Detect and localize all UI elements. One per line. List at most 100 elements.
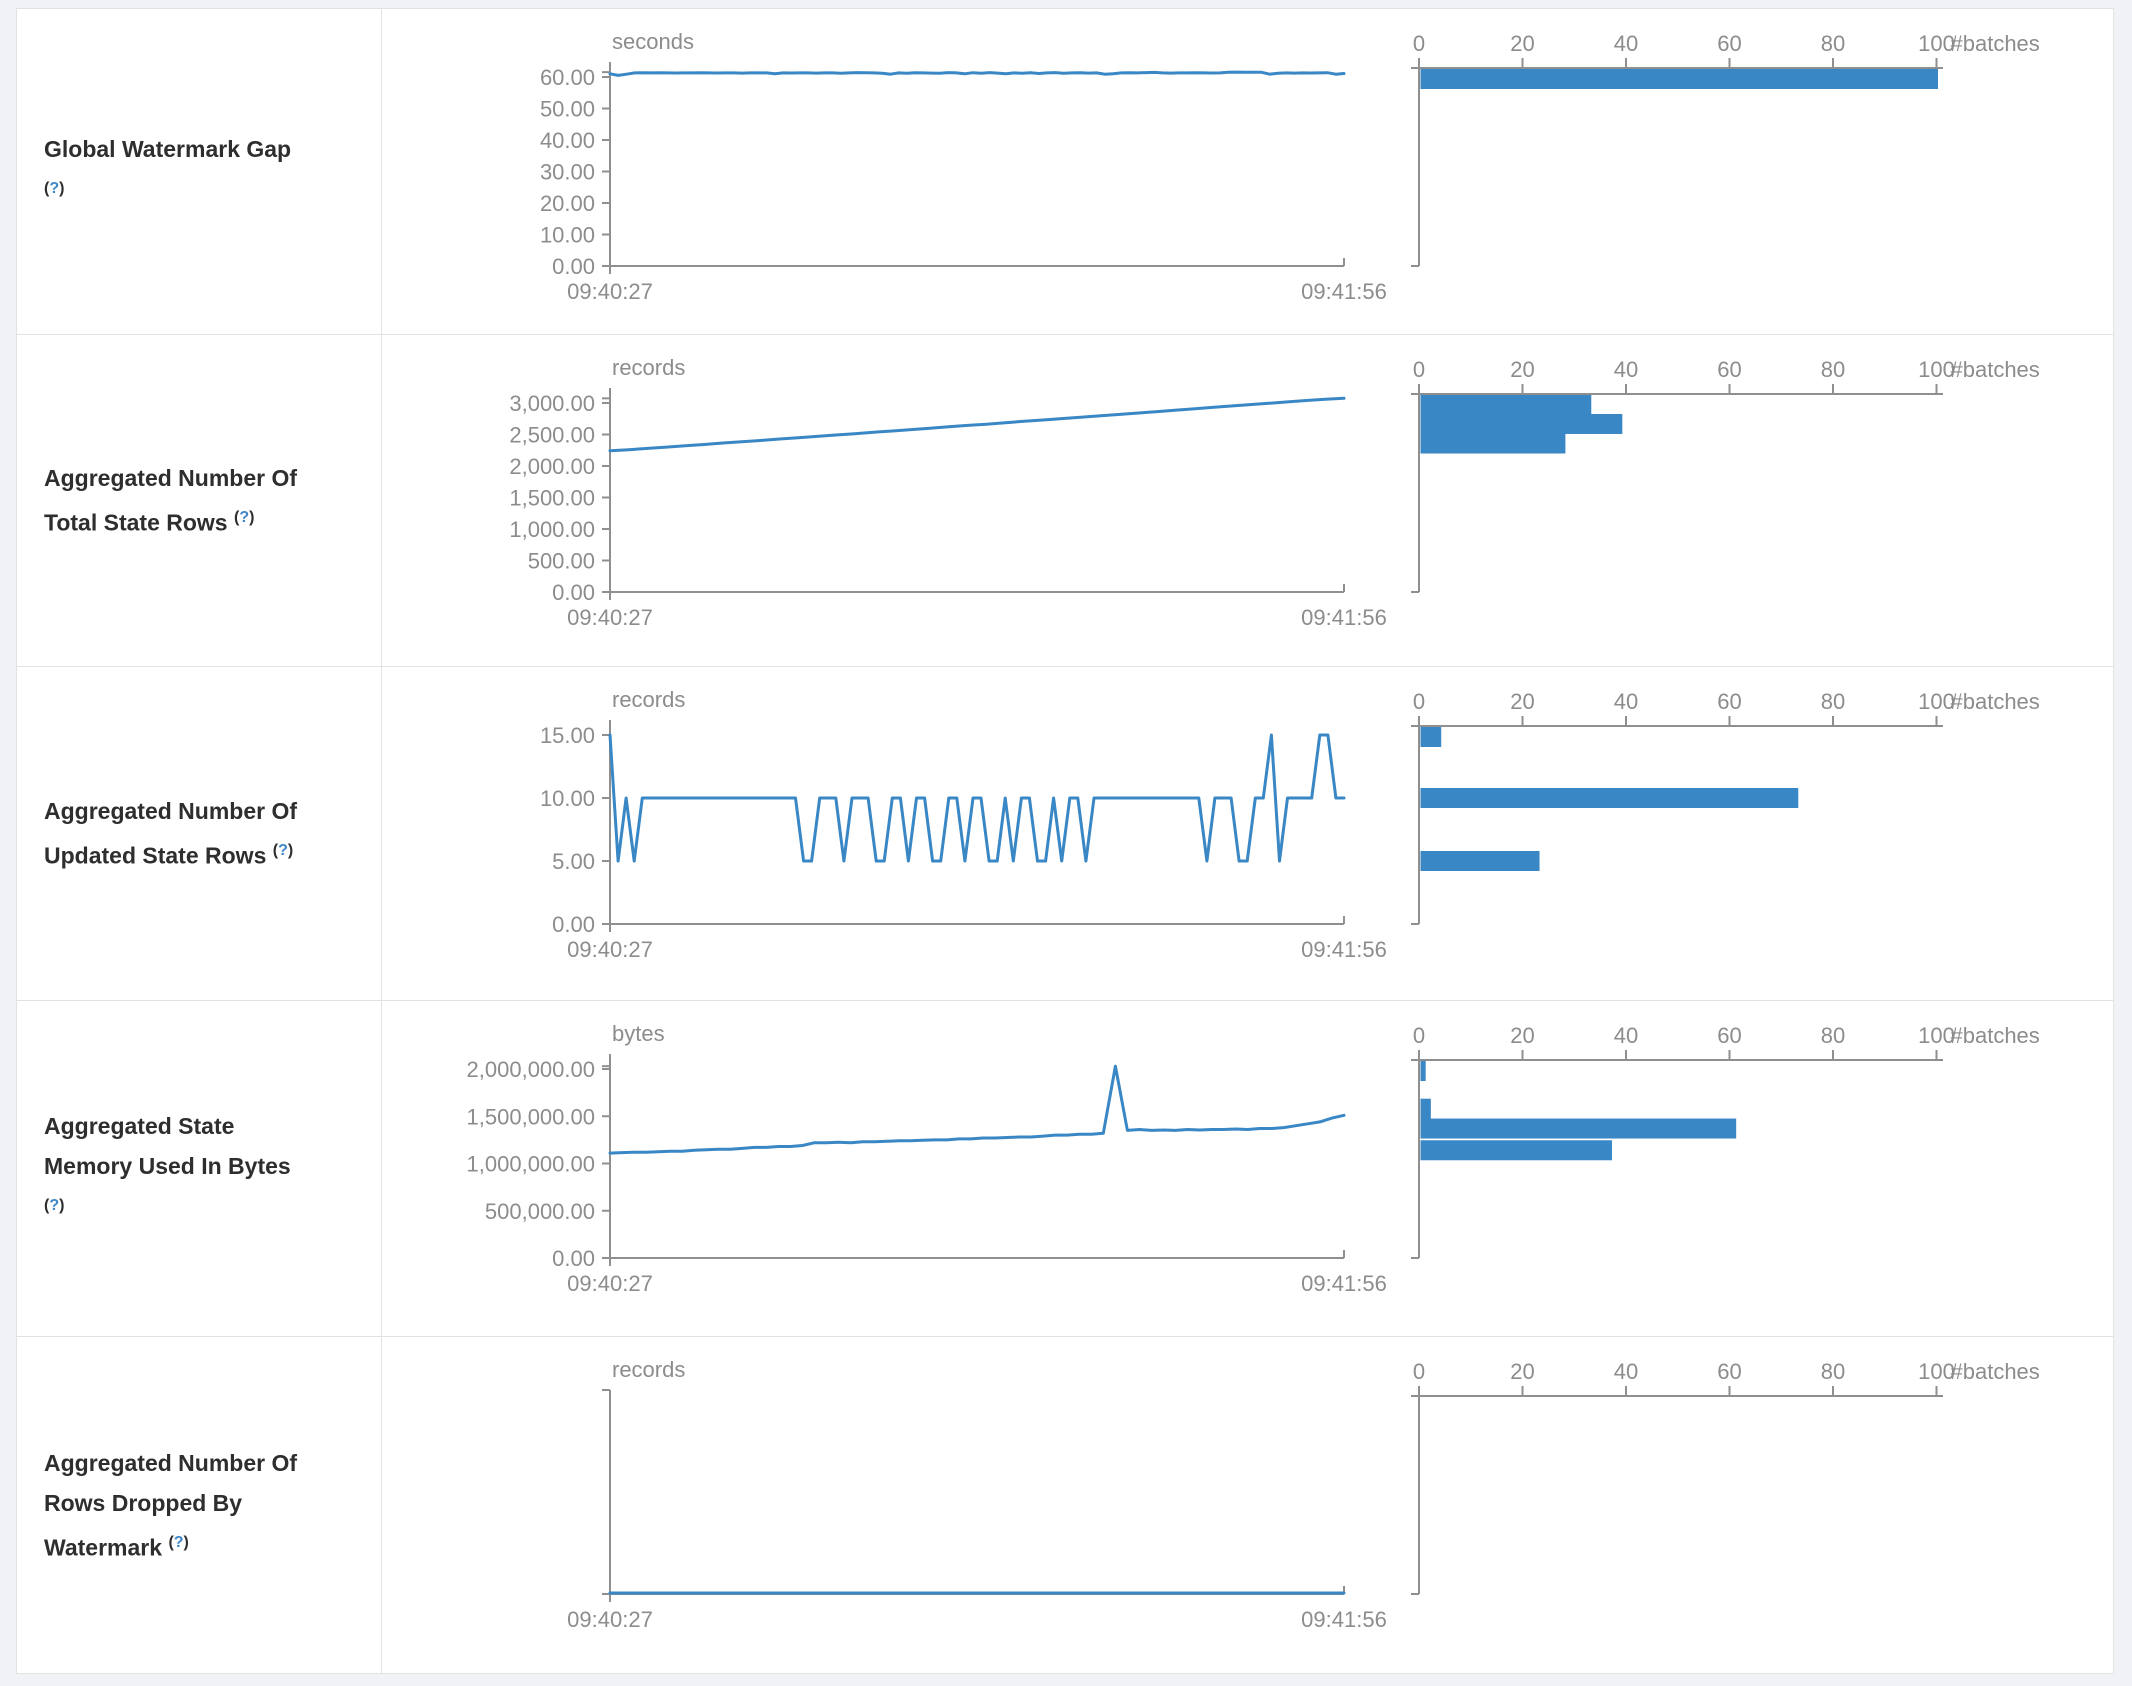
y-tick-label: 1,000,000.00 <box>467 1152 595 1177</box>
y-tick-label: 500,000.00 <box>485 1199 595 1224</box>
hist-axis-title: #batches <box>1951 1023 2040 1048</box>
y-tick-label: 0.00 <box>552 254 595 279</box>
y-tick-label: 10.00 <box>540 223 595 248</box>
metric-label-line: Aggregated Number Of <box>44 1449 298 1476</box>
help-icon[interactable]: (?) <box>272 842 294 860</box>
x-axis-end-time-label: 09:41:56 <box>1301 279 1387 304</box>
chart-cell: bytes 0.00 500,000.00 1,000,000.00 1,500,000… <box>382 1001 2113 1336</box>
hist-tick-label: 100 <box>1918 689 1955 714</box>
hist-bar <box>1420 851 1540 871</box>
metric-timeline-line <box>608 733 1346 863</box>
metric-timeline-line <box>608 396 1346 453</box>
hist-tick-label: 100 <box>1918 1359 1955 1384</box>
metric-label-line: Total State Rows (?) <box>44 509 255 536</box>
hist-tick-label: 100 <box>1918 357 1955 382</box>
x-axis-start-time-label: 09:40:27 <box>567 279 653 304</box>
x-axis-end-time-label: 09:41:56 <box>1301 1607 1387 1632</box>
hist-tick-label: 80 <box>1821 689 1845 714</box>
chart-cell: records 0.00 500.00 1,000.00 1,500.00 2,000.0… <box>382 335 2113 666</box>
x-axis-end-time-label: 09:41:56 <box>1301 1271 1387 1296</box>
metric-label-line: Watermark (?) <box>44 1533 189 1561</box>
hist-bar <box>1420 1061 1426 1081</box>
help-icon[interactable]: (?) <box>234 509 255 527</box>
hist-tick-label: 40 <box>1614 1023 1638 1048</box>
timeline-and-histogram-chart: records 0.00 5.00 10.00 15.00 09:40:27 09:41:5… <box>540 687 2040 962</box>
hist-tick-label: 60 <box>1717 689 1741 714</box>
timeline-and-histogram-chart: records 09:40:27 09:41:56 0 20 40 60 80 100#batc… <box>567 1357 2040 1632</box>
y-tick-label: 20.00 <box>540 191 595 216</box>
chart-cell: records 0.00 5.00 10.00 15.00 09:40:27 09:41:5… <box>382 667 2113 1000</box>
y-tick-label: 30.00 <box>540 160 595 185</box>
x-axis-end-time-label: 09:41:56 <box>1301 937 1387 962</box>
hist-bar <box>1420 69 1938 89</box>
hist-bar <box>1420 395 1592 415</box>
chart-unit-label: records <box>612 1357 685 1382</box>
hist-tick-label: 20 <box>1510 31 1534 56</box>
metric-label-line: Aggregated Number Of <box>44 798 298 825</box>
hist-bar <box>1420 413 1623 434</box>
y-tick-label: 1,500,000.00 <box>467 1104 595 1129</box>
metric-label-line: (?) <box>44 1186 367 1231</box>
metric-row: Aggregated State Memory Used In Bytes (?) b… <box>17 1001 2113 1337</box>
metric-timeline-line <box>608 70 1346 77</box>
hist-tick-label: 100 <box>1918 1023 1955 1048</box>
metric-label-line: Global Watermark Gap <box>44 136 292 163</box>
y-tick-label: 2,000,000.00 <box>467 1057 595 1082</box>
timeline-and-histogram-chart: seconds 0.00 10.00 20.00 30.00 40.00 50.00 60.0… <box>540 29 2040 304</box>
x-axis-start-time-label: 09:40:27 <box>567 1607 653 1632</box>
help-icon[interactable]: (?) <box>44 1197 65 1215</box>
hist-bar <box>1420 433 1566 454</box>
hist-tick-label: 80 <box>1821 31 1845 56</box>
chart-unit-label: records <box>612 355 685 380</box>
metric-row: Aggregated Number Of Total State Rows (?)… <box>17 335 2113 667</box>
hist-axis-title: #batches <box>1951 1359 2040 1384</box>
y-tick-label: 3,000.00 <box>509 391 595 416</box>
x-axis-end-time-label: 09:41:56 <box>1301 605 1387 630</box>
metric-label-line: Aggregated State <box>44 1113 235 1140</box>
hist-tick-label: 0 <box>1413 31 1425 56</box>
help-icon[interactable]: (?) <box>168 1533 189 1551</box>
y-tick-label: 500.00 <box>528 549 595 574</box>
hist-tick-label: 20 <box>1510 357 1534 382</box>
hist-tick-label: 60 <box>1717 357 1741 382</box>
hist-tick-label: 40 <box>1614 689 1638 714</box>
hist-bar <box>1420 1098 1431 1119</box>
x-axis-start-time-label: 09:40:27 <box>567 937 653 962</box>
hist-tick-label: 40 <box>1614 1359 1638 1384</box>
y-tick-label: 0.00 <box>552 580 595 605</box>
y-tick-label: 40.00 <box>540 128 595 153</box>
hist-bar <box>1420 1118 1737 1139</box>
hist-tick-label: 40 <box>1614 31 1638 56</box>
metric-label-line: (?) <box>44 169 367 214</box>
hist-tick-label: 60 <box>1717 1359 1741 1384</box>
timeline-and-histogram-chart: bytes 0.00 500,000.00 1,000,000.00 1,500,000… <box>467 1021 2040 1296</box>
hist-tick-label: 40 <box>1614 357 1638 382</box>
hist-tick-label: 80 <box>1821 1023 1845 1048</box>
hist-bar <box>1420 788 1799 808</box>
hist-tick-label: 80 <box>1821 357 1845 382</box>
y-tick-label: 2,000.00 <box>509 454 595 479</box>
hist-tick-label: 20 <box>1510 689 1534 714</box>
chart-unit-label: seconds <box>612 29 694 54</box>
y-tick-label: 15.00 <box>540 723 595 748</box>
y-tick-label: 10.00 <box>540 786 595 811</box>
help-icon[interactable]: (?) <box>44 180 65 198</box>
hist-tick-label: 100 <box>1918 31 1955 56</box>
hist-axis-title: #batches <box>1951 689 2040 714</box>
timeline-and-histogram-chart: records 0.00 500.00 1,000.00 1,500.00 2,000.0… <box>509 355 2039 630</box>
y-tick-label: 1,000.00 <box>509 517 595 542</box>
hist-tick-label: 0 <box>1413 1359 1425 1384</box>
hist-tick-label: 0 <box>1413 357 1425 382</box>
y-tick-label: 5.00 <box>552 849 595 874</box>
metric-timeline-line <box>608 1064 1346 1155</box>
hist-tick-label: 0 <box>1413 1023 1425 1048</box>
hist-tick-label: 60 <box>1717 31 1741 56</box>
chart-cell: seconds 0.00 10.00 20.00 30.00 40.00 50.00 60.0… <box>382 9 2113 334</box>
y-tick-label: 50.00 <box>540 97 595 122</box>
hist-axis-title: #batches <box>1951 31 2040 56</box>
metric-label-line: Updated State Rows (?) <box>44 842 294 869</box>
hist-bar <box>1420 727 1442 747</box>
metric-label: Aggregated Number Of Rows Dropped By Water… <box>17 1337 382 1673</box>
metric-label: Global Watermark Gap (?) <box>17 9 382 334</box>
hist-tick-label: 0 <box>1413 689 1425 714</box>
